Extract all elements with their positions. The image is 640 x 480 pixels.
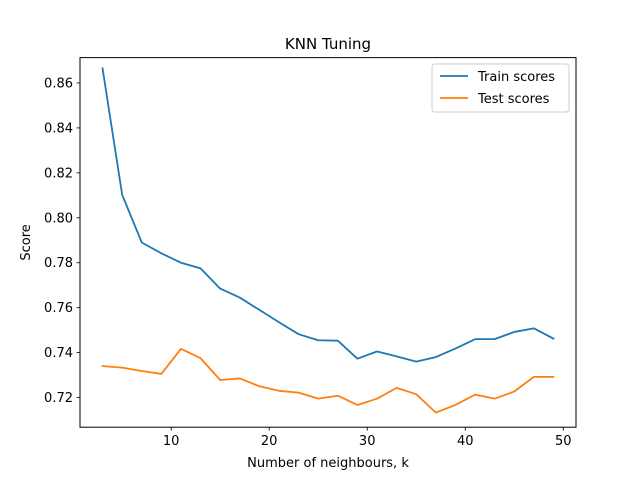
chart-title: KNN Tuning	[285, 35, 371, 53]
test-scores-line	[101, 347, 555, 414]
legend-label-test: Test scores	[477, 92, 550, 107]
y-tick-label: 0.74	[44, 346, 73, 361]
x-tick-label: 10	[163, 434, 180, 449]
x-tick-label: 40	[457, 434, 474, 449]
plot-frame	[79, 57, 577, 428]
y-axis-label: Score	[19, 224, 34, 260]
y-tick-label: 0.82	[44, 166, 73, 181]
y-tick-label: 0.84	[44, 121, 73, 136]
train-scores-line	[101, 67, 555, 363]
lines-layer	[101, 67, 555, 414]
x-tick-label: 50	[555, 434, 572, 449]
legend: Train scores Test scores	[431, 63, 570, 113]
x-tick-label: 20	[261, 434, 278, 449]
x-tick-label: 30	[359, 434, 376, 449]
y-tick-label: 0.86	[44, 76, 73, 91]
ticks-layer: 10 20 30 40 50 0.72 0.74 0.76 0.78 0.80 0.82 0.84 0.…	[44, 76, 571, 449]
y-tick-label: 0.80	[44, 211, 73, 226]
y-tick-label: 0.76	[44, 301, 73, 316]
x-axis-label: Number of neighbours, k	[247, 456, 409, 471]
legend-label-train: Train scores	[477, 70, 555, 85]
y-tick-label: 0.78	[44, 256, 73, 271]
y-tick-label: 0.72	[44, 391, 73, 406]
